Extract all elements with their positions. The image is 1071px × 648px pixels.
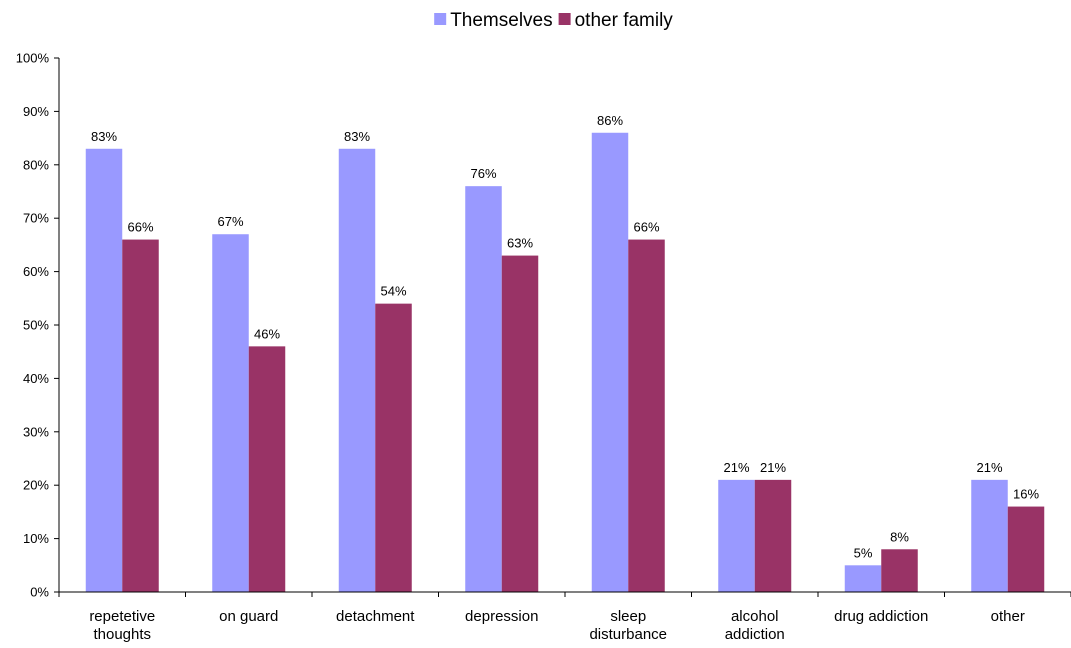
bar [85, 148, 123, 592]
bar [338, 148, 376, 592]
bar-value-label: 8% [890, 529, 909, 544]
x-category-label: on guard [219, 608, 278, 625]
x-axis: repetetive thoughts on guard detachment depr… [58, 591, 1071, 643]
bar-value-label: 46% [254, 326, 280, 341]
x-category-label: alcohol addiction [725, 608, 785, 643]
x-category-label-line: repetetive [89, 608, 155, 625]
x-category-label: depression [465, 608, 538, 625]
bar [122, 239, 159, 592]
y-tick-label: 60% [23, 264, 49, 279]
y-tick-label: 0% [30, 585, 49, 600]
x-category-label: drug addiction [834, 608, 928, 625]
y-tick-label: 20% [23, 478, 49, 493]
bar-value-label: 66% [127, 220, 153, 235]
y-tick-label: 100% [16, 51, 50, 66]
bar-value-label: 76% [470, 166, 496, 181]
bar [628, 239, 665, 592]
bar [971, 479, 1008, 592]
bar [248, 346, 286, 592]
bar [718, 479, 755, 592]
bar-value-label: 86% [597, 113, 623, 128]
bar [465, 186, 502, 592]
x-category-label-line: depression [465, 608, 538, 625]
bar-value-label: 21% [723, 460, 749, 475]
bar-value-label: 83% [344, 129, 370, 144]
data-labels: 83% 67% 83% 76% 86% 21% 5% 21% 66% 46% 54% 63% 66% 21… [91, 113, 1039, 561]
y-tick-label: 40% [23, 371, 49, 386]
x-category-label: detachment [336, 608, 415, 625]
x-category-label-line: addiction [725, 626, 785, 643]
bar [1007, 506, 1045, 592]
bar [375, 303, 412, 592]
y-tick-label: 90% [23, 104, 49, 119]
y-tick-label: 10% [23, 531, 49, 546]
x-category-label-line: disturbance [589, 626, 667, 643]
bar-value-label: 16% [1013, 487, 1039, 502]
bar [844, 565, 882, 592]
y-axis: 0% 10% 20% 30% 40% 50% 60% 70% 80% 90% 100% [16, 51, 60, 600]
y-tick-label: 50% [23, 318, 49, 333]
bar-value-label: 5% [854, 545, 873, 560]
x-category-label-line: on guard [219, 608, 278, 625]
y-tick-label: 70% [23, 211, 49, 226]
bar [881, 549, 918, 592]
bar [501, 255, 539, 592]
x-category-label-line: detachment [336, 608, 415, 625]
bar-value-label: 54% [380, 284, 406, 299]
bar-value-label: 21% [976, 460, 1002, 475]
bar-value-label: 66% [633, 220, 659, 235]
x-category-label: sleep disturbance [589, 608, 667, 643]
x-category-label-line: sleep [610, 608, 646, 625]
legend-swatch [558, 13, 571, 25]
bar-value-label: 21% [760, 460, 786, 475]
bar-value-label: 67% [217, 214, 243, 229]
bars [85, 132, 1045, 592]
x-category-label-line: other [991, 608, 1025, 625]
y-tick-label: 30% [23, 424, 49, 439]
bar-value-label: 83% [91, 129, 117, 144]
x-category-label: repetetive thoughts [89, 608, 155, 643]
bar [591, 132, 629, 592]
x-category-label: other [991, 608, 1025, 625]
x-category-label-line: drug addiction [834, 608, 928, 625]
bar [212, 234, 249, 592]
y-tick-label: 80% [23, 157, 49, 172]
legend-label: other family [575, 10, 674, 31]
legend: Themselves other family [434, 10, 673, 31]
bar [754, 479, 792, 592]
legend-label: Themselves [450, 10, 552, 31]
x-category-label-line: thoughts [93, 626, 151, 643]
bar-value-label: 63% [507, 236, 533, 251]
x-category-label-line: alcohol [731, 608, 779, 625]
legend-swatch [434, 13, 447, 25]
